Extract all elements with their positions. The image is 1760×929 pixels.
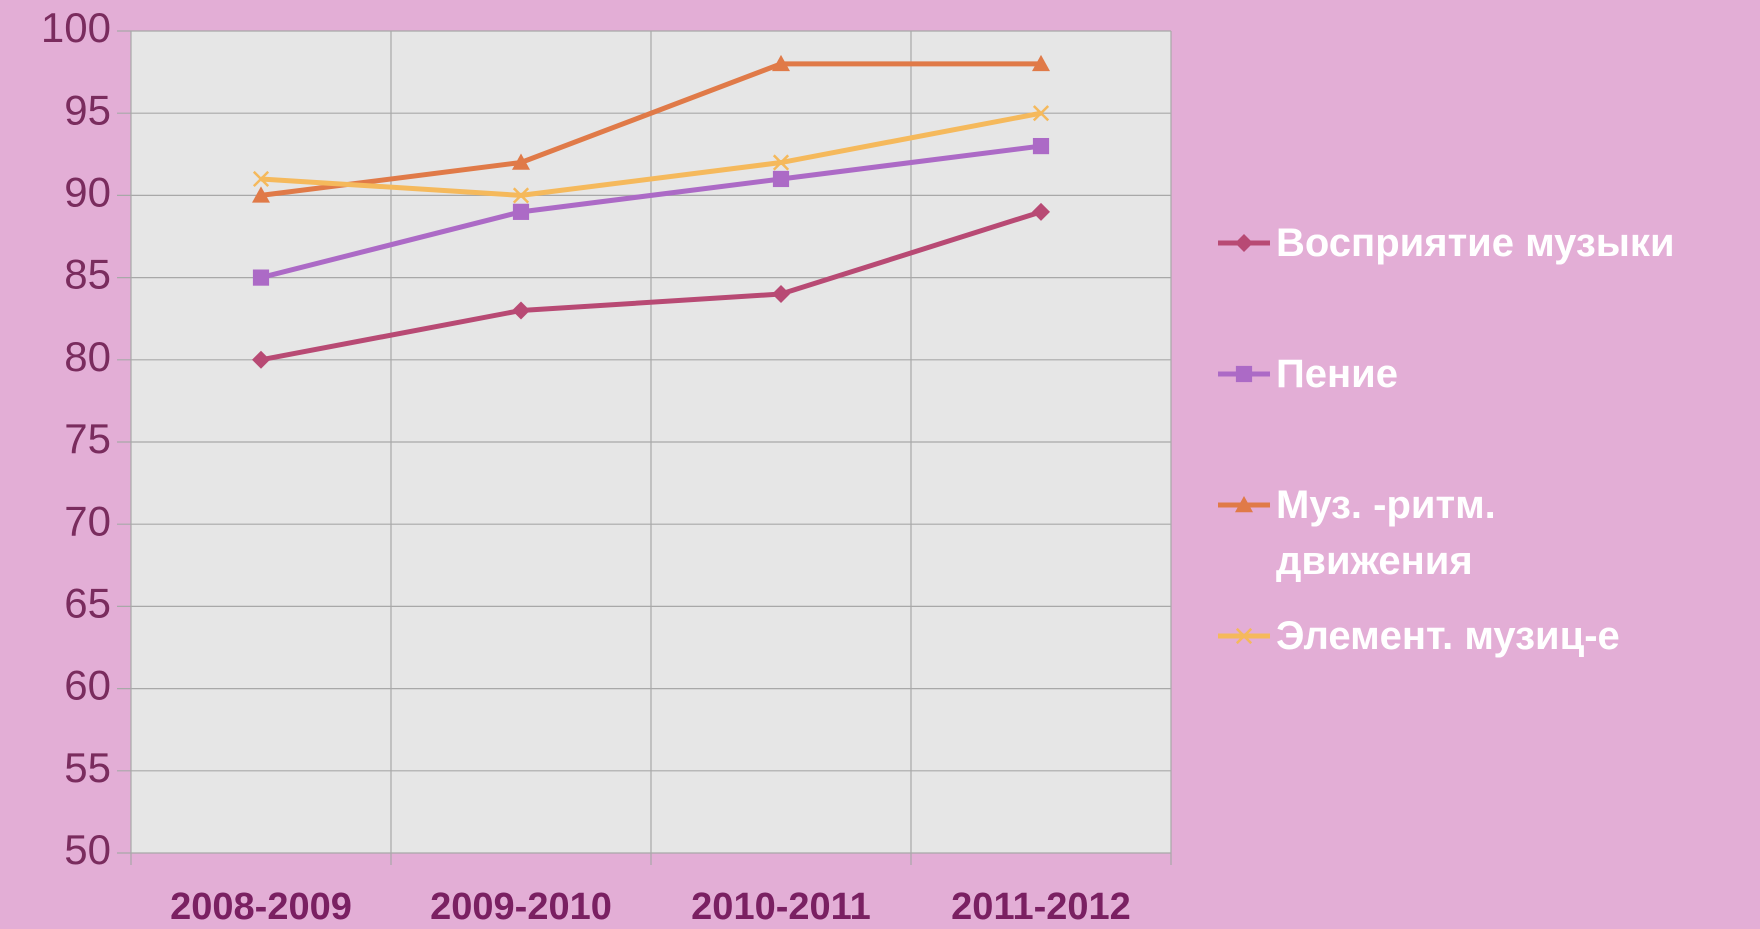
- legend-key: [1218, 627, 1270, 645]
- y-tick-label: 100: [41, 4, 111, 51]
- marker: [772, 54, 790, 72]
- marker: [772, 154, 790, 171]
- series-line: [260, 143, 1042, 281]
- marker: [772, 285, 790, 304]
- y-tick-label: 95: [64, 86, 111, 133]
- legend-item: Восприятие музыки: [1216, 215, 1760, 346]
- legend-key: [1218, 365, 1270, 383]
- legend-label: Пение: [1276, 352, 1398, 396]
- y-tick-label: 65: [64, 579, 111, 626]
- x-tick-label: 2010-2011: [691, 886, 871, 928]
- y-tick-label: 50: [64, 826, 111, 873]
- series-line: [260, 209, 1042, 363]
- marker: [1032, 54, 1050, 72]
- y-tick-label: 75: [64, 415, 111, 462]
- legend-item: Пение: [1216, 346, 1760, 477]
- marker: [252, 350, 270, 369]
- marker: [772, 170, 790, 188]
- y-tick-label: 85: [64, 251, 111, 298]
- y-tick-label: 70: [64, 497, 111, 544]
- y-tick-label: 80: [64, 333, 111, 380]
- legend: Восприятие музыки Пение Муз. -ритм. движен…: [1216, 215, 1760, 739]
- x-tick-label: 2011-2012: [951, 886, 1131, 928]
- legend-key: [1218, 234, 1270, 252]
- marker: [252, 269, 270, 286]
- marker: [512, 203, 530, 220]
- series-line: [260, 61, 1041, 198]
- y-tick-label: 90: [64, 168, 111, 215]
- marker: [1235, 496, 1253, 513]
- marker: [1032, 137, 1050, 155]
- marker: [512, 153, 530, 170]
- y-tick-label: 60: [64, 662, 111, 709]
- series-line: [260, 110, 1042, 198]
- legend-key: [1218, 496, 1270, 513]
- marker: [512, 301, 530, 320]
- legend-label: Муз. -ритм. движения: [1276, 483, 1496, 583]
- marker: [512, 187, 530, 204]
- x-tick-label: 2009-2010: [430, 886, 612, 928]
- legend-item: Элемент. музиц-е: [1216, 608, 1760, 739]
- y-tick-label: 55: [64, 744, 111, 791]
- marker: [252, 186, 270, 203]
- marker: [1235, 234, 1253, 252]
- legend-item: Муз. -ритм. движения: [1216, 477, 1760, 608]
- legend-label: Элемент. музиц-е: [1276, 614, 1620, 658]
- marker: [252, 170, 270, 188]
- marker: [1235, 627, 1253, 645]
- marker: [1032, 105, 1050, 122]
- marker: [1235, 365, 1253, 383]
- legend-label: Восприятие музыки: [1276, 221, 1675, 265]
- marker: [1032, 202, 1050, 221]
- x-tick-label: 2008-2009: [170, 886, 352, 928]
